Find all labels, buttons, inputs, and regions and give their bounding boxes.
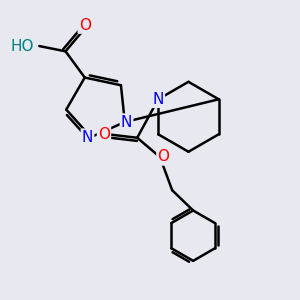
Text: N: N (82, 130, 93, 145)
Text: O: O (79, 18, 91, 33)
Text: N: N (152, 92, 164, 107)
Text: O: O (158, 149, 169, 164)
Text: HO: HO (11, 39, 34, 54)
Text: O: O (98, 127, 110, 142)
Text: N: N (121, 115, 132, 130)
